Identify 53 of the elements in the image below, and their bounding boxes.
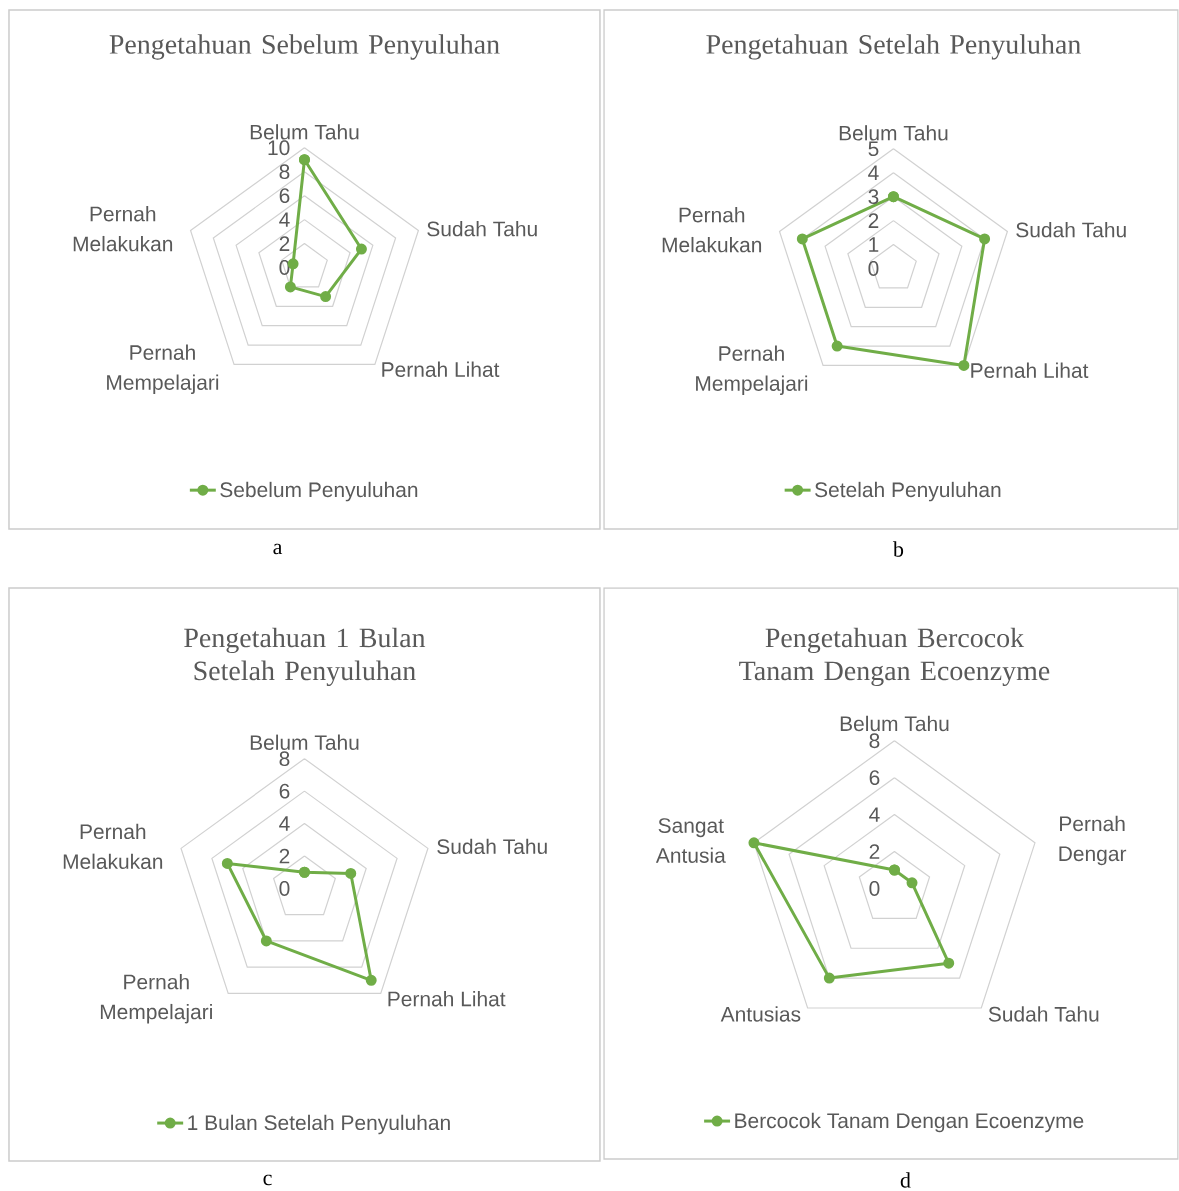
text: d — [900, 1172, 911, 1188]
spoke-label: Belum Tahu — [839, 125, 948, 141]
y-tick-label: 4 — [279, 212, 290, 227]
y-tick-label: 8 — [279, 751, 290, 767]
chart-title: Pengetahuan 1 Bulan Setelah Penyuluhan — [184, 627, 426, 687]
y-tick-label: 0 — [869, 881, 880, 896]
y-tick-label: 2 — [868, 213, 879, 228]
text: c — [263, 1174, 272, 1186]
y-tick-label: 6 — [279, 783, 290, 799]
y-tick-label: 8 — [279, 164, 290, 180]
text: a — [273, 543, 283, 555]
legend-label: Setelah Penyuluhan — [815, 481, 1001, 502]
spoke-label: Sudah Tahu — [427, 220, 537, 237]
spoke-label: Pernah Mempelajari — [696, 345, 808, 396]
spoke-label: Belum Tahu — [840, 715, 949, 732]
spoke-label: Belum Tahu — [250, 124, 359, 140]
y-tick-label: 4 — [279, 816, 290, 831]
y-tick-label: 4 — [868, 165, 879, 180]
y-tick-label: 10 — [268, 140, 290, 156]
legend-label: 1 Bulan Setelah Penyuluhan — [188, 1114, 450, 1135]
spoke-label: Pernah Melakukan — [73, 206, 173, 252]
y-tick-label: 6 — [869, 770, 880, 786]
spoke-label: Sudah Tahu — [988, 1006, 1099, 1022]
spoke-label: Antusias — [720, 1006, 801, 1022]
spoke-label: Pernah Mempelajari — [107, 344, 219, 395]
spoke-label: Pernah Dengar — [1059, 815, 1127, 866]
y-tick-label: 8 — [869, 733, 880, 749]
y-tick-label: 5 — [868, 141, 879, 157]
spoke-label: Pernah Lihat — [382, 361, 500, 377]
spoke-label: Belum Tahu — [250, 734, 359, 750]
legend-label: Bercocok Tanam Dengan Ecoenzyme — [735, 1112, 1084, 1133]
chart-title: Pengetahuan Sebelum Penyuluhan — [109, 34, 500, 60]
y-tick-label: 2 — [279, 848, 290, 864]
y-tick-label: 2 — [279, 236, 290, 251]
chart-title: Pengetahuan Setelah Penyuluhan — [706, 34, 1082, 60]
y-tick-label: 0 — [279, 881, 290, 896]
y-tick-label: 0 — [868, 261, 879, 276]
spoke-label: Pernah Melakukan — [662, 207, 762, 253]
spoke-label: Pernah Lihat — [971, 362, 1089, 378]
y-tick-label: 6 — [279, 188, 290, 204]
spoke-label: Pernah Mempelajari — [101, 973, 213, 1024]
y-tick-label: 4 — [869, 807, 880, 822]
spoke-label: Sudah Tahu — [437, 838, 547, 855]
spoke-label: Sangat Antusia — [656, 818, 726, 863]
chart-title: Pengetahuan Bercocok Tanam Dengan Ecoenzyme — [739, 627, 1050, 687]
y-tick-label: 3 — [868, 189, 879, 205]
y-tick-label: 2 — [869, 844, 880, 859]
y-tick-label: 1 — [869, 237, 879, 252]
spoke-label: Pernah Melakukan — [63, 823, 163, 870]
legend-label: Sebelum Penyuluhan — [220, 481, 418, 502]
spoke-label: Pernah Lihat — [388, 991, 506, 1007]
text: b — [893, 541, 904, 557]
spoke-label: Sudah Tahu — [1016, 221, 1126, 238]
